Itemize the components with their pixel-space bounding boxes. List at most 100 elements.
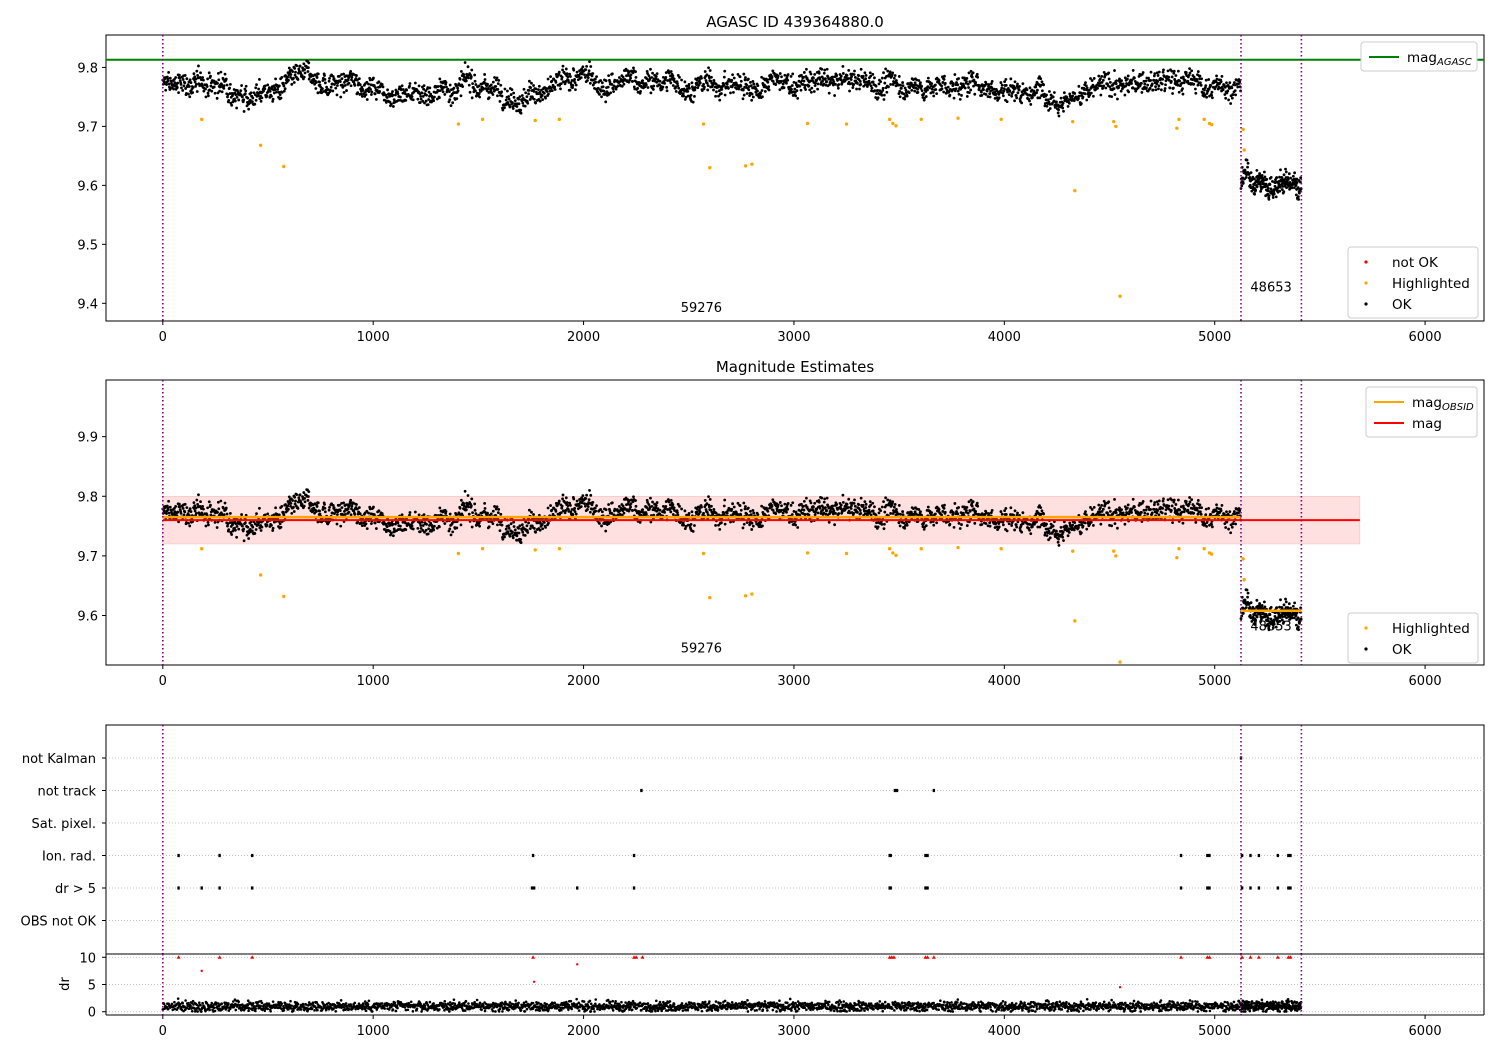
ok-point	[683, 97, 687, 101]
ok-point	[467, 505, 470, 509]
ok-point	[732, 91, 735, 94]
ok-point	[449, 533, 453, 537]
ok-point	[988, 521, 992, 525]
ok-point	[1287, 172, 1291, 176]
ok-point	[509, 522, 513, 526]
ok-point	[1013, 99, 1016, 103]
ok-point	[293, 495, 297, 499]
ok-point	[1176, 83, 1180, 87]
ok-point	[391, 522, 395, 526]
ok-point	[871, 80, 875, 84]
ok-point	[868, 81, 872, 85]
ok-point	[847, 68, 851, 72]
ok-point	[825, 496, 829, 500]
ok-point	[1279, 168, 1282, 172]
ok-point	[192, 501, 196, 505]
ok-point	[303, 500, 307, 504]
ok-point	[645, 69, 649, 73]
ok-point	[1009, 77, 1013, 81]
ok-point	[571, 84, 575, 87]
ok-point	[560, 75, 564, 79]
ok-point	[892, 505, 896, 509]
ok-point	[307, 77, 311, 81]
highlighted-point	[480, 117, 485, 122]
ok-point	[946, 85, 950, 89]
ok-point	[789, 74, 793, 78]
ok-point	[585, 493, 589, 497]
ok-point	[839, 74, 843, 78]
ok-point	[994, 521, 998, 525]
ok-point	[455, 97, 459, 101]
ok-point	[451, 101, 455, 105]
ok-point	[893, 503, 897, 506]
ok-point	[510, 88, 514, 92]
ok-point	[759, 520, 763, 524]
ok-point	[586, 76, 590, 80]
ok-point	[497, 507, 501, 511]
ok-point	[749, 509, 752, 513]
ok-point	[233, 528, 237, 532]
ok-point	[676, 84, 680, 88]
ok-point	[338, 509, 342, 513]
ok-point	[802, 75, 805, 79]
ok-point	[411, 98, 415, 102]
ok-point	[882, 500, 885, 503]
ok-point	[933, 512, 937, 516]
ok-point	[342, 90, 346, 94]
ok-point	[526, 101, 530, 105]
ok-point	[1014, 86, 1017, 90]
ok-point	[1055, 100, 1058, 104]
ok-point	[710, 504, 713, 508]
ok-point	[978, 84, 982, 88]
ok-point	[1263, 175, 1267, 179]
ok-point	[687, 83, 691, 86]
ok-point	[240, 84, 243, 87]
ok-point	[1048, 102, 1052, 106]
ok-point	[712, 507, 716, 511]
ok-point	[669, 498, 673, 502]
ok-point	[934, 88, 938, 91]
ok-point	[967, 86, 970, 89]
ok-point	[529, 86, 533, 90]
ok-point	[997, 525, 1001, 529]
ok-point	[913, 81, 917, 85]
ok-point	[1272, 192, 1276, 196]
ok-point	[532, 97, 536, 101]
ok-point	[863, 500, 867, 504]
ok-point	[1203, 93, 1207, 97]
ok-point	[601, 85, 605, 89]
ok-point	[375, 88, 379, 92]
ok-point	[241, 95, 244, 99]
ok-point	[881, 86, 885, 90]
ok-point	[474, 83, 478, 86]
ok-point	[357, 77, 361, 81]
ok-point	[194, 512, 198, 515]
ok-point	[841, 500, 845, 504]
ok-point	[316, 72, 320, 76]
ok-point	[891, 71, 895, 75]
ok-point	[1040, 89, 1044, 93]
ok-point	[404, 99, 408, 102]
ok-point	[515, 534, 519, 538]
ok-point	[1057, 114, 1061, 118]
ok-point	[258, 506, 261, 510]
ok-point	[671, 74, 675, 78]
ok-point	[707, 495, 710, 498]
ok-point	[714, 524, 717, 527]
ok-point	[432, 99, 435, 103]
ok-point	[423, 101, 426, 105]
ok-point	[813, 513, 817, 517]
ok-point	[227, 99, 231, 102]
ok-point	[853, 498, 856, 502]
ok-point	[442, 85, 446, 89]
ok-point	[767, 85, 771, 89]
ok-point	[314, 81, 318, 84]
ok-point	[405, 88, 409, 92]
ok-point	[1001, 523, 1005, 527]
ok-point	[216, 71, 220, 75]
ok-point	[324, 90, 328, 94]
ok-point	[242, 98, 246, 102]
ok-point	[1071, 94, 1075, 98]
ok-point	[820, 496, 824, 500]
ok-point	[1016, 511, 1019, 515]
